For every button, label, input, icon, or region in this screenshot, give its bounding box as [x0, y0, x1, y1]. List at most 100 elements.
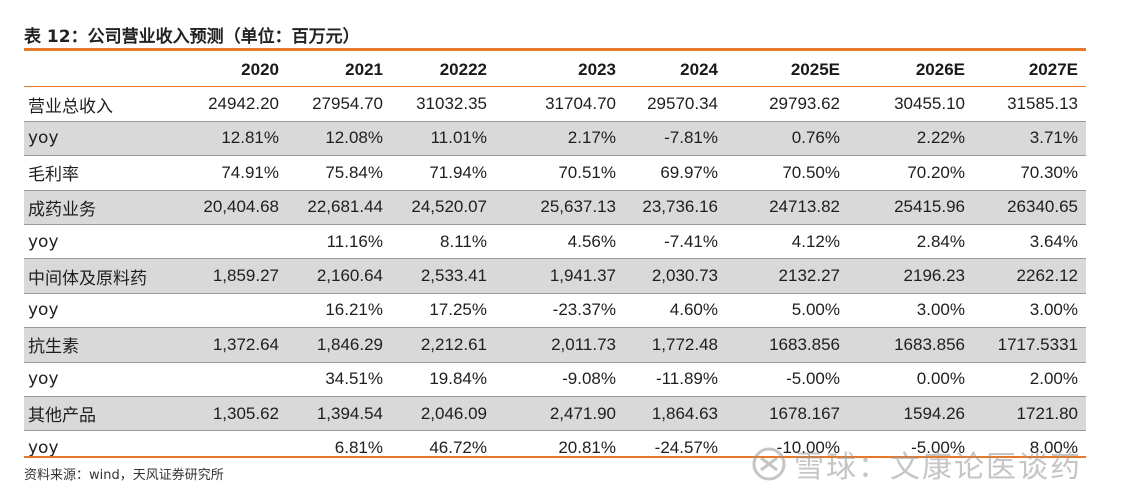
table-cell: -7.81%: [624, 121, 726, 156]
top-rule: [24, 48, 1086, 51]
table-cell: 23,736.16: [624, 190, 726, 225]
table-cell: -5.00%: [786, 369, 840, 389]
row-label: yoy: [28, 437, 59, 458]
table-cell: 5.00%: [791, 300, 840, 320]
forecast-table: 2020 2021 20222 2023 2024 2025E 2026E 20…: [24, 53, 1086, 465]
row-label: 营业总收入: [28, 96, 113, 117]
table-cell: 16.21%: [325, 300, 383, 320]
table-cell: 24713.82: [726, 190, 848, 225]
table-cell: 24942.20: [208, 94, 279, 114]
header-cell: 2026E: [848, 53, 973, 88]
table-cell: 69.97%: [660, 162, 718, 182]
table-cell: 3.00%: [916, 300, 965, 320]
row-label: yoy: [24, 121, 189, 156]
table-cell: 22,681.44: [287, 190, 391, 225]
table-cell: 2.17%: [495, 121, 624, 156]
table-cell: 2,533.41: [391, 258, 495, 294]
table-cell: 1,864.63: [624, 396, 726, 431]
table-cell: 70.51%: [558, 162, 616, 182]
header-cell: 20222: [391, 53, 495, 88]
table-cell: -10.00%: [776, 437, 840, 457]
table-cell: 74.91%: [221, 162, 279, 182]
table-cell: 26340.65: [973, 190, 1086, 225]
table-cell: 2,011.73: [495, 327, 624, 363]
row-label: 成药业务: [24, 190, 189, 225]
header-cell: 2021: [287, 53, 391, 88]
table-title: 表 12：公司营业收入预测（单位：百万元）: [24, 27, 360, 47]
header-cell: 2020: [189, 53, 287, 88]
table-cell: 27954.70: [312, 94, 383, 114]
table-cell: 24,520.07: [391, 190, 495, 225]
table-cell: 1,846.29: [287, 327, 391, 363]
table-row: 抗生素 1,372.64 1,846.29 2,212.61 2,011.73 1,772…: [24, 327, 1086, 363]
table-cell: -5.00%: [911, 437, 965, 457]
table-cell: 2,471.90: [495, 396, 624, 431]
table-cell: 25,637.13: [495, 190, 624, 225]
table-cell: 2196.23: [848, 258, 973, 294]
table-cell: 19.84%: [429, 369, 487, 389]
row-label: yoy: [28, 231, 59, 252]
table-cell: -24.57%: [654, 437, 718, 457]
table-cell: 1,305.62: [189, 396, 287, 431]
table-row: yoy 16.21% 17.25% -23.37% 4.60% 5.00% 3.00% 3.0…: [24, 293, 1086, 327]
row-label: 其他产品: [24, 396, 189, 431]
table-cell: 1721.80: [973, 396, 1086, 431]
table-cell: 3.64%: [1029, 231, 1078, 251]
table-cell: 3.00%: [1029, 300, 1078, 320]
header-cell: 2025E: [726, 53, 848, 88]
table-cell: 3.71%: [973, 121, 1086, 156]
table-cell: 70.50%: [782, 162, 840, 182]
table-row: 中间体及原料药 1,859.27 2,160.64 2,533.41 1,941.37 2…: [24, 258, 1086, 294]
row-label: yoy: [28, 369, 59, 390]
table-row: 其他产品 1,305.62 1,394.54 2,046.09 2,471.90 1,86…: [24, 396, 1086, 431]
table-cell: 6.81%: [334, 437, 383, 457]
table-row: 毛利率 74.91% 75.84% 71.94% 70.51% 69.97% 70.50% 7…: [24, 156, 1086, 190]
watermark-text: 雪球：文康论医谈药: [794, 450, 1082, 485]
row-label: yoy: [28, 300, 59, 321]
table-cell: 29570.34: [647, 94, 718, 114]
table-cell: 2.22%: [848, 121, 973, 156]
table-cell: 4.12%: [791, 231, 840, 251]
table-cell: 2.84%: [916, 231, 965, 251]
table-cell: 1,859.27: [189, 258, 287, 294]
table-cell: 2,160.64: [287, 258, 391, 294]
table-cell: 1,941.37: [495, 258, 624, 294]
table-cell: 20,404.68: [189, 190, 287, 225]
table-cell: 12.81%: [189, 121, 287, 156]
table-cell: 1594.26: [848, 396, 973, 431]
table-cell: 31032.35: [416, 94, 487, 114]
table-cell: 70.30%: [1020, 162, 1078, 182]
row-label: 中间体及原料药: [24, 258, 189, 294]
table-cell: 1,372.64: [189, 327, 287, 363]
table-cell: -11.89%: [655, 369, 718, 389]
row-label: 毛利率: [28, 165, 79, 186]
table-row: yoy 12.81% 12.08% 11.01% 2.17% -7.81% 0.76% 2.2…: [24, 121, 1086, 156]
table-row: 营业总收入 24942.20 27954.70 31032.35 31704.70 295…: [24, 87, 1086, 121]
bottom-rule: [24, 456, 1086, 458]
table-body: 营业总收入 24942.20 27954.70 31032.35 31704.70 295…: [24, 87, 1086, 465]
table-cell: 4.60%: [669, 300, 718, 320]
table-cell: 1,772.48: [624, 327, 726, 363]
table-cell: 2,046.09: [391, 396, 495, 431]
table-cell: 2,212.61: [391, 327, 495, 363]
table-cell: [189, 293, 287, 327]
table-cell: 2,030.73: [624, 258, 726, 294]
table-cell: 75.84%: [325, 162, 383, 182]
table-cell: 0.00%: [916, 369, 965, 389]
table-cell: 71.94%: [429, 162, 487, 182]
table-cell: 8.11%: [440, 231, 487, 251]
table-cell: -23.37%: [552, 300, 616, 320]
header-cell: 2027E: [973, 53, 1086, 88]
table-cell: 8.00%: [1029, 437, 1078, 457]
table-row: yoy 34.51% 19.84% -9.08% -11.89% -5.00% 0.00% 2…: [24, 362, 1086, 396]
table-row: yoy 11.16% 8.11% 4.56% -7.41% 4.12% 2.84% 3.64%: [24, 224, 1086, 258]
table-cell: 1717.5331: [973, 327, 1086, 363]
header-cell: [24, 53, 189, 88]
header-cell: 2024: [624, 53, 726, 88]
table-cell: 2132.27: [726, 258, 848, 294]
table-cell: 1683.856: [726, 327, 848, 363]
table-cell: 25415.96: [848, 190, 973, 225]
source-note: 资料来源：wind，天风证券研究所: [24, 468, 224, 483]
row-label: 抗生素: [24, 327, 189, 363]
table-cell: 1683.856: [848, 327, 973, 363]
